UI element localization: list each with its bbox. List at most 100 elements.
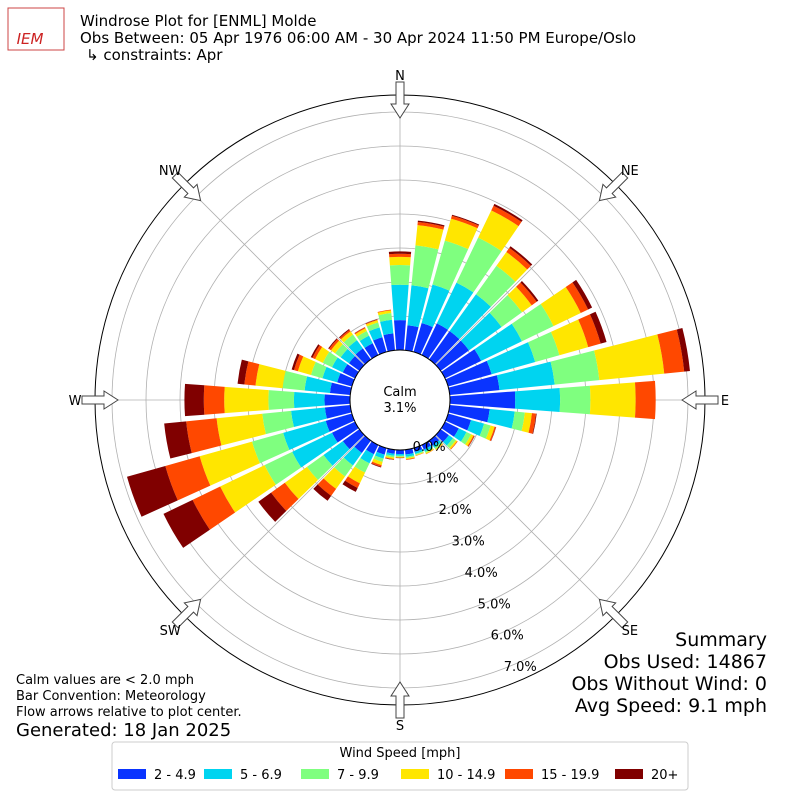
bar-segment [366,322,380,332]
bar-segment [297,356,316,375]
legend-frame [111,741,689,791]
bar-segment [325,413,355,432]
bar-segment [444,218,478,250]
bar-segment [329,382,352,396]
bar-segment [354,458,370,473]
bar-segment [377,310,392,316]
bar-segment [415,452,424,456]
bar-segment [395,457,405,458]
bar-segment [417,222,445,230]
direction-label: W [69,394,82,409]
bar-segment [224,386,269,414]
bar-segment [528,413,537,434]
r-tick-label: 7.0% [504,660,537,675]
bar-segment [405,457,415,460]
bar-segment [394,320,406,351]
bar-segment [385,456,395,459]
bar-segment [164,421,192,459]
bar-segment [425,449,434,455]
bar-segment [449,440,458,450]
summary: Obs Used: 14867 [604,651,767,673]
bar-segment [490,426,497,442]
bar-segment [389,256,411,266]
bar-segment [424,447,434,454]
bar-segment [507,286,532,313]
bar-segment [465,434,474,446]
bar-segment [450,441,458,450]
bar-segment [474,323,522,361]
bar-segment [521,412,532,433]
direction-label: SW [160,624,181,639]
r-tick-label: 4.0% [465,566,498,581]
bar-segment [377,309,392,313]
bar-segment [372,458,383,466]
bar-segment [441,421,459,437]
bar-segment [342,480,358,492]
bar-segment [421,441,432,450]
bar-segment [404,325,419,352]
bar-segment [331,357,348,373]
bar-segment [445,360,492,387]
generated: Generated: 18 Jan 2025 [16,720,231,741]
legend-label: 7 - 9.9 [337,768,379,783]
direction-label: SE [622,624,638,639]
bar-segment [216,413,266,446]
bar-segment [429,435,440,446]
bar-segment [373,455,384,462]
bar-segment [359,335,373,349]
bar-segment [337,373,355,387]
bar-segment [340,348,355,364]
bar-segment [323,441,350,466]
bar-segment [405,453,415,457]
bar-segment [506,247,531,270]
bar-segment [365,319,378,325]
bar-segment [676,328,690,372]
bar-segment [283,420,330,450]
bar-segment [244,361,260,386]
bar-segment [258,492,287,522]
r-tick-label: 2.0% [439,503,472,518]
bar-segment [366,441,379,455]
bar-segment [395,453,405,456]
bar-segment [220,465,276,513]
direction-label: NE [621,164,639,179]
bar-segment [509,246,533,266]
chart-subtitle: Obs Between: 05 Apr 1976 06:00 AM - 30 A… [80,29,636,47]
bar-segment [192,486,236,530]
bar-segment [445,413,472,431]
bar-segment [572,279,593,310]
summary: Avg Speed: 9.1 mph [575,695,767,717]
r-tick-label: 5.0% [478,597,511,612]
bar-segment [310,361,327,379]
bar-segment [456,237,502,293]
bar-segment [184,383,205,417]
bar-segment [493,203,523,222]
bar-segment [468,435,475,447]
bar-segment [344,476,360,488]
bar-segment [559,385,591,415]
bar-segment [268,390,295,410]
spoke [184,435,365,616]
bar-segment [291,407,327,428]
bar-segment [415,452,424,456]
bar-segment [446,438,456,448]
bar-segment [435,443,443,450]
bar-segment [434,442,443,450]
bar-segment [284,466,318,500]
legend-swatch [301,769,329,779]
bar-segment [310,344,320,358]
flow-arrow [681,390,719,410]
bar-segment [385,457,395,460]
bar-segment [589,382,636,418]
bar-segment [514,387,561,413]
legend-label: 20+ [651,768,678,783]
bar-segment [304,376,332,394]
bar-segment [324,404,352,419]
bar-segment [413,445,423,453]
bar-segment [293,354,304,372]
bar-segment [487,408,515,429]
bar-segment [450,215,479,229]
bar-segment [491,205,522,227]
